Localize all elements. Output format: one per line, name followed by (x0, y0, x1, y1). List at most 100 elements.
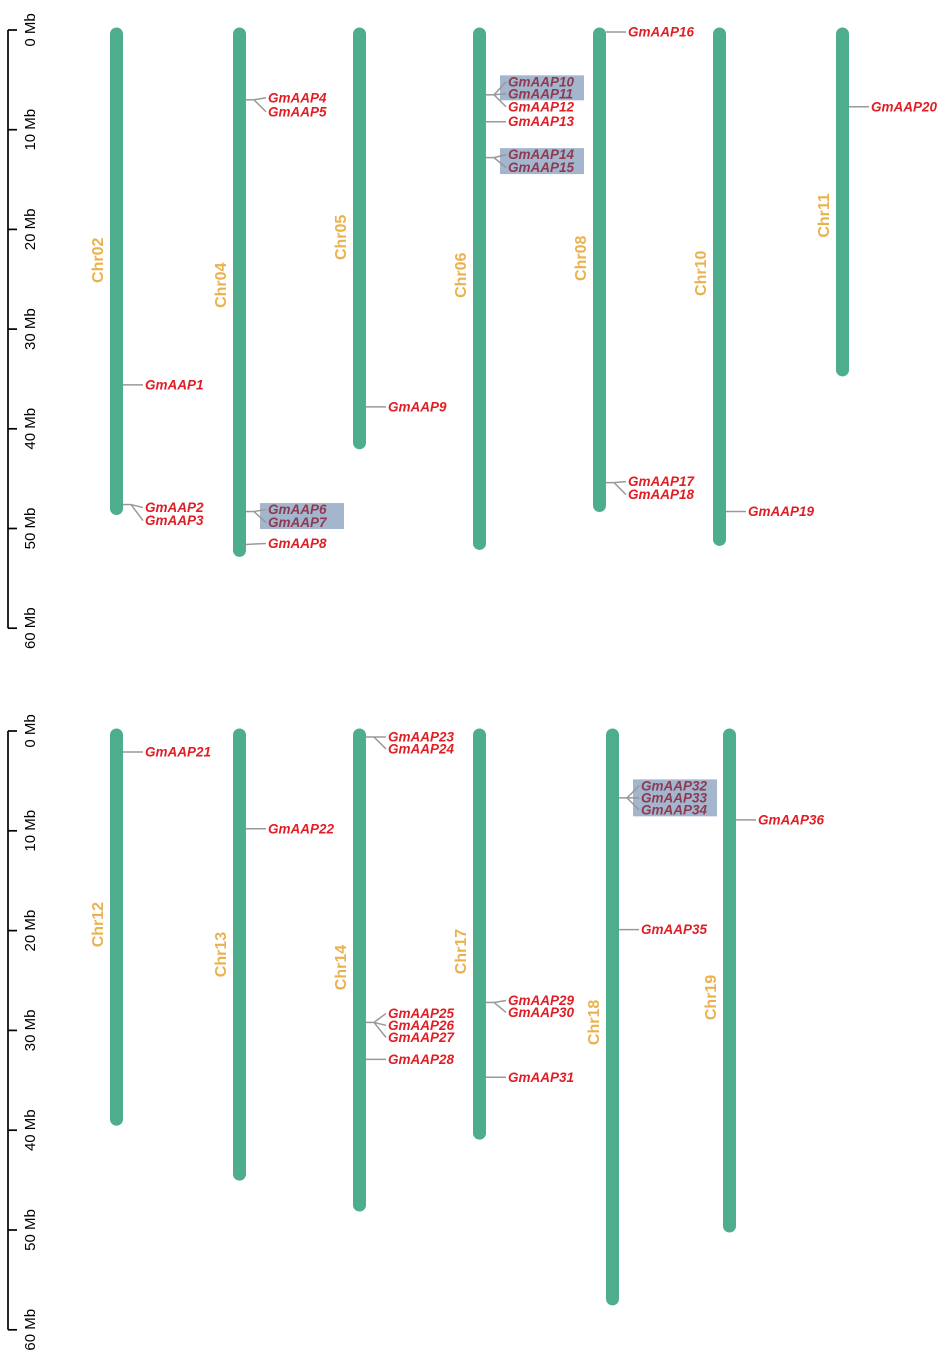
chromosome-bar-chr05 (353, 27, 366, 450)
gene-label-gmaap2: GmAAP2 (145, 500, 204, 515)
gene-label-gmaap31: GmAAP31 (508, 1070, 574, 1085)
mb-axis-tick-label: 20 Mb (22, 209, 39, 251)
mb-axis-tick-label: 50 Mb (22, 1209, 39, 1251)
chromosome-label-chr06: Chr06 (453, 252, 470, 297)
chromosome-label-chr10: Chr10 (693, 250, 710, 295)
gene-label-gmaap14: GmAAP14 (508, 147, 575, 162)
panel-bottom: 0 Mb 10 Mb 20 Mb 30 Mb 40 Mb 50 Mb 60 Mb Chr12 G… (7, 714, 825, 1351)
mb-axis-tick-label: 30 Mb (22, 308, 39, 350)
gene-highlight-box (633, 779, 717, 817)
gene-label-gmaap15: GmAAP15 (508, 160, 575, 175)
gene-connector-branch (493, 81, 507, 96)
gene-label-gmaap25: GmAAP25 (388, 1006, 455, 1021)
chromosome-bar-chr14 (353, 728, 366, 1212)
gene-connector-branch (373, 1012, 387, 1024)
gene-label-gmaap7: GmAAP7 (268, 515, 328, 530)
gene-connector-branch (373, 1021, 387, 1038)
gene-label-gmaap35: GmAAP35 (641, 922, 708, 937)
gene-label-gmaap9: GmAAP9 (388, 399, 447, 414)
mb-axis-tick-label: 60 Mb (22, 607, 39, 649)
chromosome-label-chr02: Chr02 (90, 238, 107, 283)
gene-highlight-box (500, 148, 584, 175)
panel-top: 0 Mb 10 Mb 20 Mb 30 Mb 40 Mb 50 Mb 60 Mb Chr02 G… (7, 13, 937, 649)
gene-label-gmaap19: GmAAP19 (748, 504, 815, 519)
gene-connector (245, 542, 267, 546)
gene-connector-branch (493, 1001, 507, 1014)
gene-label-gmaap22: GmAAP22 (268, 821, 335, 836)
mb-axis-tick-label: 30 Mb (22, 1010, 39, 1052)
gene-label-gmaap21: GmAAP21 (145, 744, 211, 759)
gene-label-gmaap23: GmAAP23 (388, 729, 455, 744)
chromosome-label-chr18: Chr18 (586, 1000, 603, 1045)
chromosome-label-chr14: Chr14 (333, 945, 350, 990)
gene-highlight-box (500, 75, 584, 101)
gene-label-gmaap6: GmAAP6 (268, 502, 327, 517)
gene-label-gmaap36: GmAAP36 (758, 812, 825, 827)
mb-axis-tick-label: 40 Mb (22, 408, 39, 450)
gene-label-gmaap30: GmAAP30 (508, 1005, 575, 1020)
mb-axis-tick-label: 50 Mb (22, 508, 39, 550)
gene-label-gmaap28: GmAAP28 (388, 1052, 455, 1067)
gene-connector-branch (626, 797, 640, 811)
chromosome-bar-chr17 (473, 728, 486, 1140)
gene-label-gmaap32: GmAAP32 (641, 778, 708, 793)
chromosome-bar-chr06 (473, 27, 486, 550)
gene-connector-branch (373, 736, 387, 750)
chromosome-bar-chr13 (233, 728, 246, 1181)
chromosome-label-chr04: Chr04 (213, 262, 230, 307)
gene-label-gmaap29: GmAAP29 (508, 993, 575, 1008)
mb-axis-tick-label: 10 Mb (22, 810, 39, 852)
gene-label-gmaap10: GmAAP10 (508, 74, 575, 89)
gene-label-gmaap11: GmAAP11 (508, 86, 573, 101)
gene-label-gmaap4: GmAAP4 (268, 90, 327, 105)
gene-connector-branch (493, 999, 507, 1004)
chromosome-label-chr19: Chr19 (703, 975, 720, 1020)
gene-connector-branch (253, 508, 267, 513)
chromosome-bar-chr11 (836, 27, 849, 377)
gene-label-gmaap24: GmAAP24 (388, 741, 455, 756)
gene-label-gmaap1: GmAAP1 (145, 377, 204, 392)
gene-connector-branch (493, 93, 507, 96)
gene-highlight-box (260, 503, 344, 530)
gene-connector-branch (613, 480, 627, 484)
chromosome-bar-chr18 (606, 728, 619, 1306)
chromosome-bar-chr04 (233, 27, 246, 557)
gene-label-gmaap20: GmAAP20 (871, 99, 937, 114)
chromosome-bar-chr08 (593, 27, 606, 513)
mb-axis-tick-label: 0 Mb (22, 13, 39, 46)
gene-label-gmaap26: GmAAP26 (388, 1018, 455, 1033)
gene-label-gmaap13: GmAAP13 (508, 114, 575, 129)
chromosome-label-chr11: Chr11 (816, 193, 833, 238)
chromosome-bar-chr12 (110, 728, 123, 1126)
chromosome-label-chr17: Chr17 (453, 929, 470, 974)
gene-connector-branch (613, 482, 627, 496)
gene-label-gmaap16: GmAAP16 (628, 24, 695, 39)
gene-label-gmaap33: GmAAP33 (641, 790, 708, 805)
chromosome-bar-chr02 (110, 27, 123, 516)
gene-label-gmaap18: GmAAP18 (628, 487, 695, 502)
gene-label-gmaap17: GmAAP17 (628, 474, 696, 489)
chromosome-label-chr13: Chr13 (213, 932, 230, 977)
mb-axis-tick-label: 20 Mb (22, 910, 39, 952)
gene-connector-branch (493, 157, 507, 169)
gene-label-gmaap27: GmAAP27 (388, 1030, 456, 1045)
chromosome-label-chr05: Chr05 (333, 215, 350, 260)
gene-label-gmaap8: GmAAP8 (268, 536, 327, 551)
gene-label-gmaap12: GmAAP12 (508, 99, 575, 114)
gene-connector-branch (626, 785, 640, 799)
chromosome-label-chr08: Chr08 (573, 236, 590, 281)
gene-connector-branch (253, 97, 267, 101)
gene-label-gmaap5: GmAAP5 (268, 104, 327, 119)
gene-label-gmaap34: GmAAP34 (641, 802, 708, 817)
chromosome-bar-chr10 (713, 27, 726, 546)
gene-connector-branch (493, 153, 507, 159)
gene-connector-branch (253, 510, 267, 524)
gene-connector-branch (130, 503, 144, 509)
chromosome-bar-chr19 (723, 728, 736, 1233)
gene-label-gmaap3: GmAAP3 (145, 513, 204, 528)
mb-axis-tick-label: 40 Mb (22, 1109, 39, 1151)
gene-connector-branch (130, 504, 144, 521)
gene-connector-branch (493, 94, 507, 108)
